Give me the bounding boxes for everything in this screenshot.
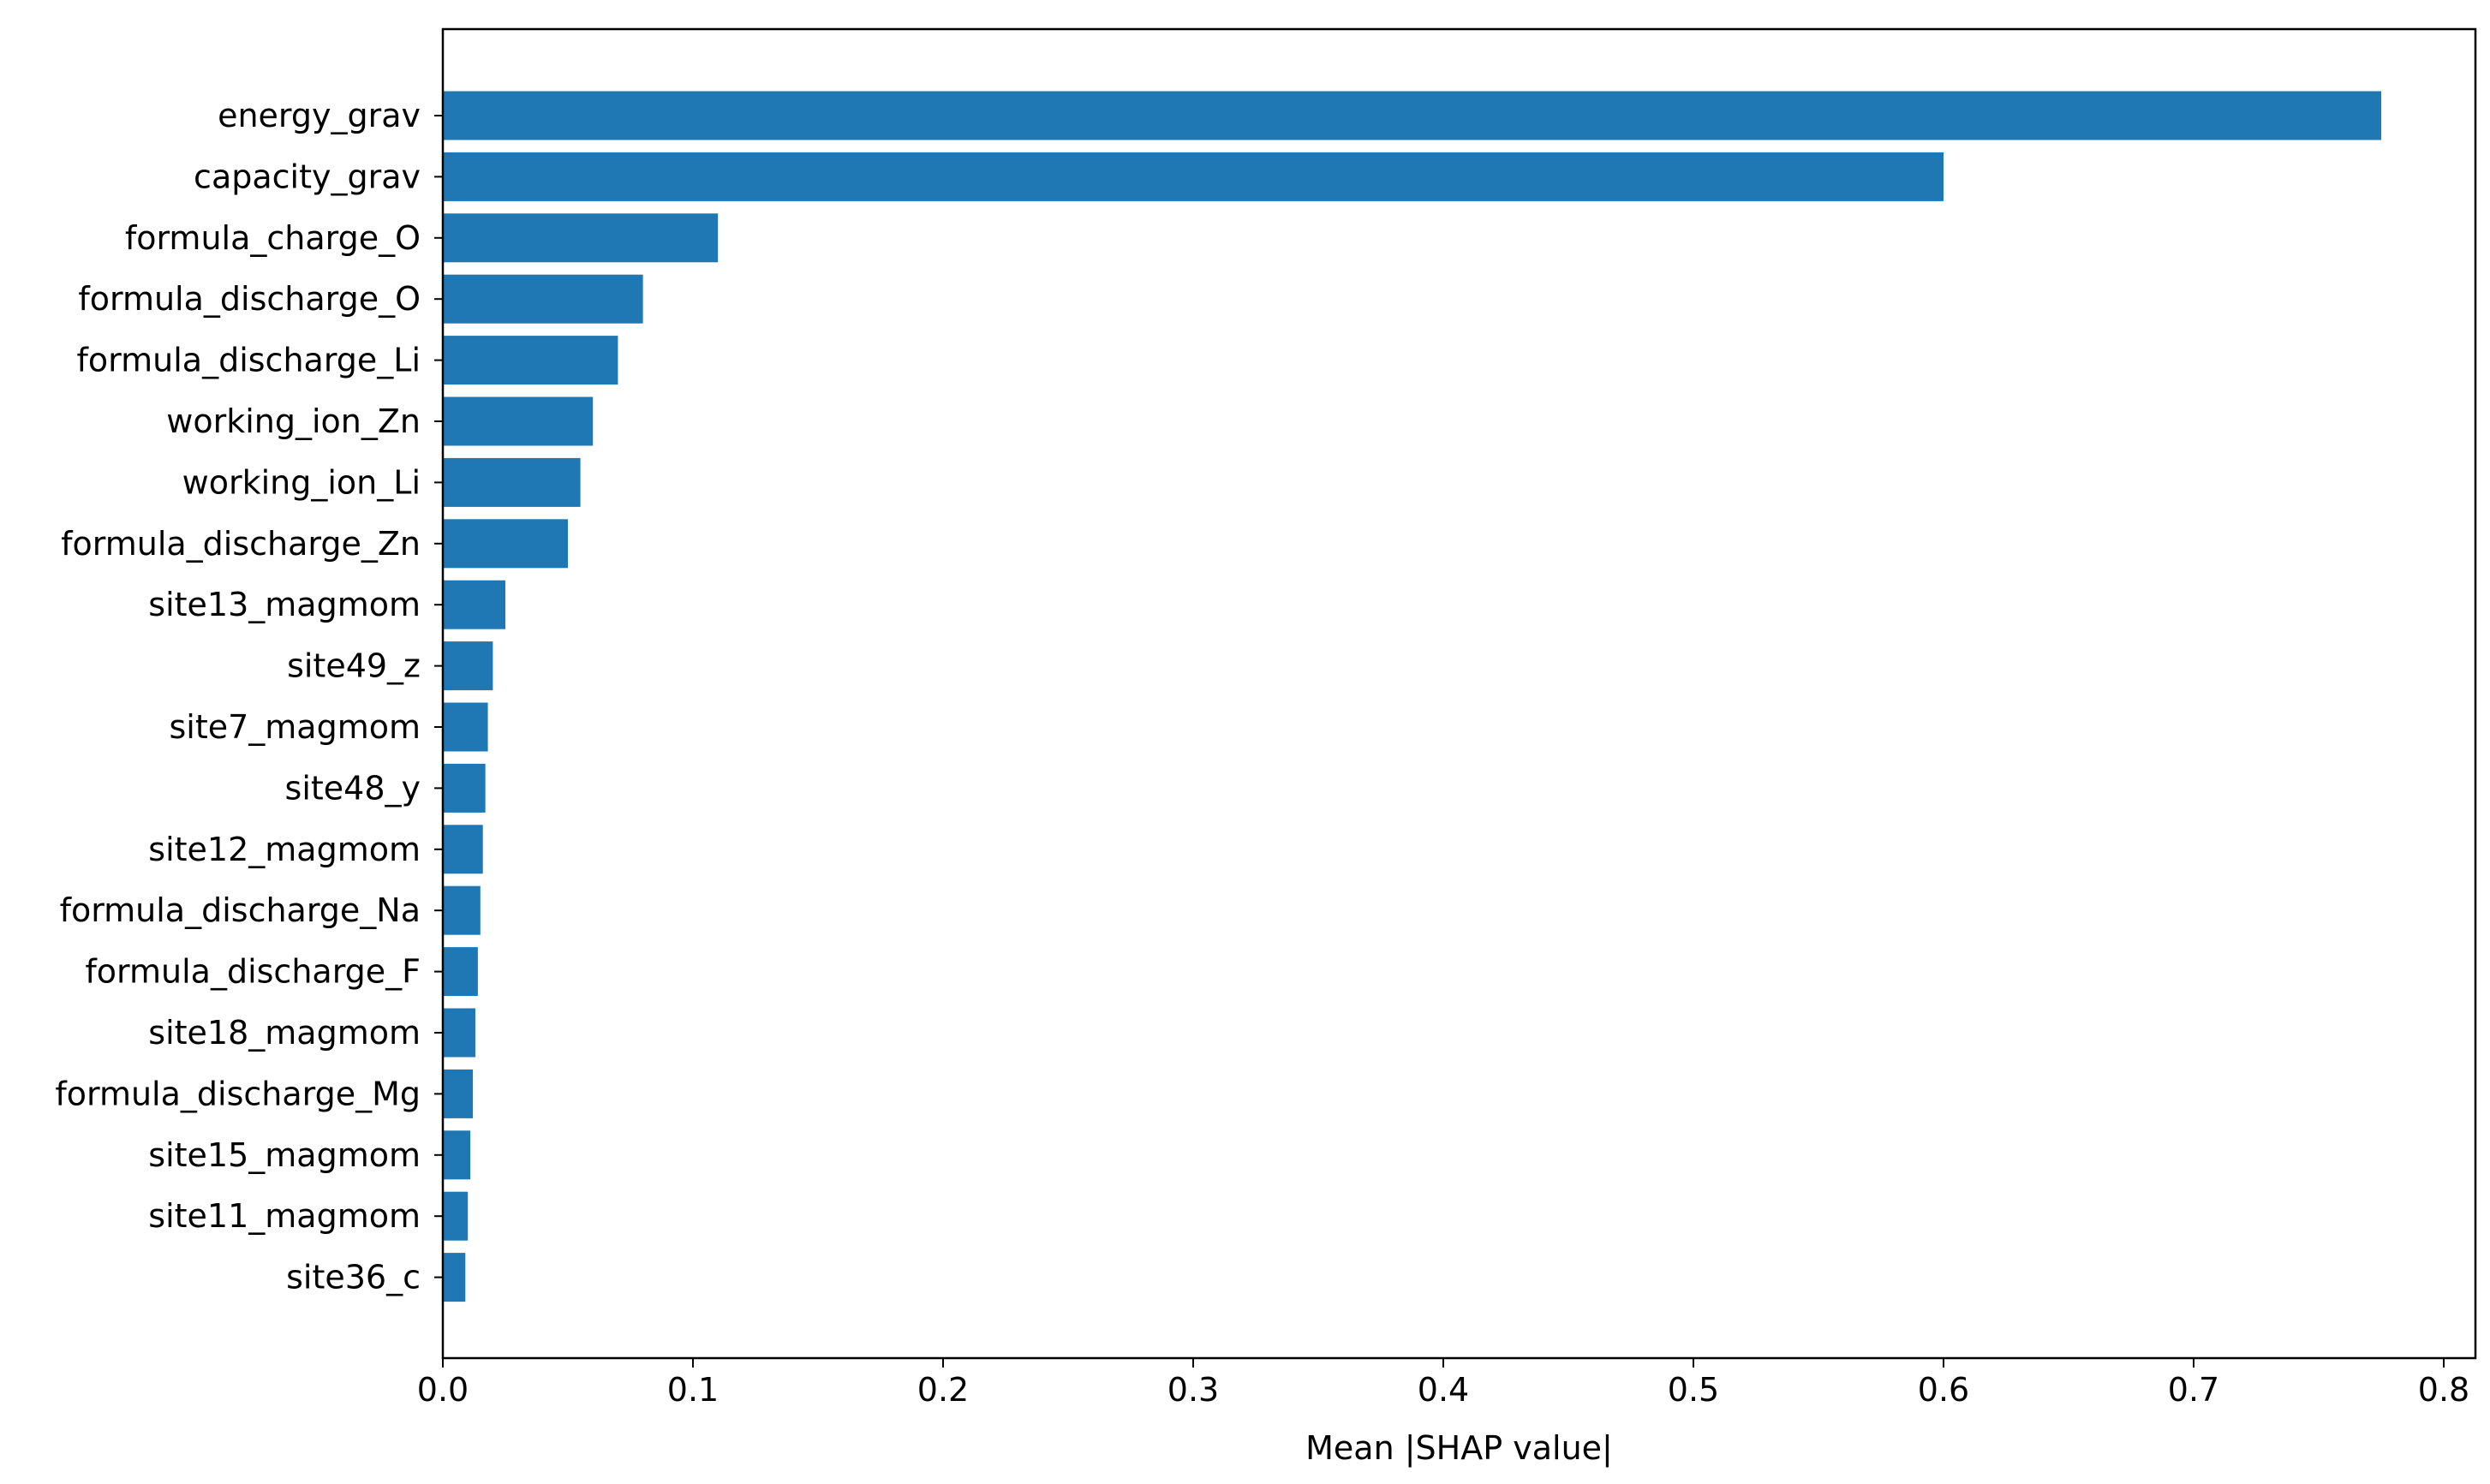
category-label: formula_discharge_O <box>78 280 421 318</box>
bar-formula-charge-O <box>443 213 719 263</box>
bar-formula-discharge-Mg <box>443 1069 474 1118</box>
category-label: formula_charge_O <box>125 219 421 257</box>
category-label: formula_discharge_Mg <box>55 1075 421 1112</box>
x-tick-label: 0.2 <box>917 1371 969 1409</box>
category-label: site18_magmom <box>148 1014 421 1052</box>
bar-site15-magmom <box>443 1130 471 1180</box>
plot-frame <box>441 27 2477 1360</box>
x-tick-label: 0.1 <box>667 1371 719 1409</box>
category-label: energy_grav <box>218 97 421 134</box>
x-tick-label: 0.0 <box>417 1371 469 1409</box>
bar-working-ion-Zn <box>443 396 594 446</box>
bar-site18-magmom <box>443 1008 475 1058</box>
bar-working-ion-Li <box>443 457 581 507</box>
x-tick-label: 0.7 <box>2168 1371 2219 1409</box>
bar-site48-y <box>443 763 486 813</box>
bar-site11-magmom <box>443 1191 469 1241</box>
category-label: site11_magmom <box>148 1197 421 1235</box>
x-tick-label: 0.3 <box>1167 1371 1219 1409</box>
bar-site13-magmom <box>443 580 505 629</box>
category-label: formula_discharge_Li <box>77 342 421 379</box>
bar-formula-discharge-F <box>443 947 478 997</box>
category-label: site36_c <box>286 1259 421 1296</box>
x-tick-label: 0.8 <box>2418 1371 2469 1409</box>
category-label: site48_y <box>285 769 421 807</box>
bar-capacity-grav <box>443 152 1944 201</box>
bars-group <box>443 91 2381 1302</box>
category-label: site13_magmom <box>148 586 421 623</box>
category-label: site15_magmom <box>148 1136 421 1174</box>
bar-site7-magmom <box>443 702 488 752</box>
bar-formula-discharge-Na <box>443 885 481 935</box>
category-label: site12_magmom <box>148 831 421 868</box>
category-label: site49_z <box>287 647 421 685</box>
category-label: working_ion_Zn <box>166 402 421 440</box>
x-axis-title: Mean |SHAP value| <box>1305 1429 1613 1468</box>
category-label: formula_discharge_F <box>85 953 421 991</box>
category-label: formula_discharge_Zn <box>61 525 421 563</box>
bar-site12-magmom <box>443 825 483 874</box>
category-labels-group: energy_grav capacity_grav formula_charge_O… <box>55 97 443 1296</box>
bar-formula-discharge-O <box>443 274 643 324</box>
category-label: formula_discharge_Na <box>60 891 421 929</box>
category-label: site7_magmom <box>169 708 421 746</box>
bar-site36-c <box>443 1253 466 1302</box>
bar-energy-grav <box>443 91 2381 140</box>
bar-site49-z <box>443 641 493 691</box>
category-label: capacity_grav <box>194 158 421 195</box>
category-label: working_ion_Li <box>182 463 421 501</box>
x-ticks-group: 0.0 0.1 0.2 0.3 0.4 0.5 0.6 0.7 0.8 <box>417 1358 2469 1409</box>
x-tick-label: 0.6 <box>1918 1371 1969 1409</box>
bar-formula-discharge-Zn <box>443 519 568 569</box>
x-tick-label: 0.5 <box>1668 1371 1719 1409</box>
x-tick-label: 0.4 <box>1418 1371 1469 1409</box>
bar-formula-discharge-Li <box>443 336 618 385</box>
